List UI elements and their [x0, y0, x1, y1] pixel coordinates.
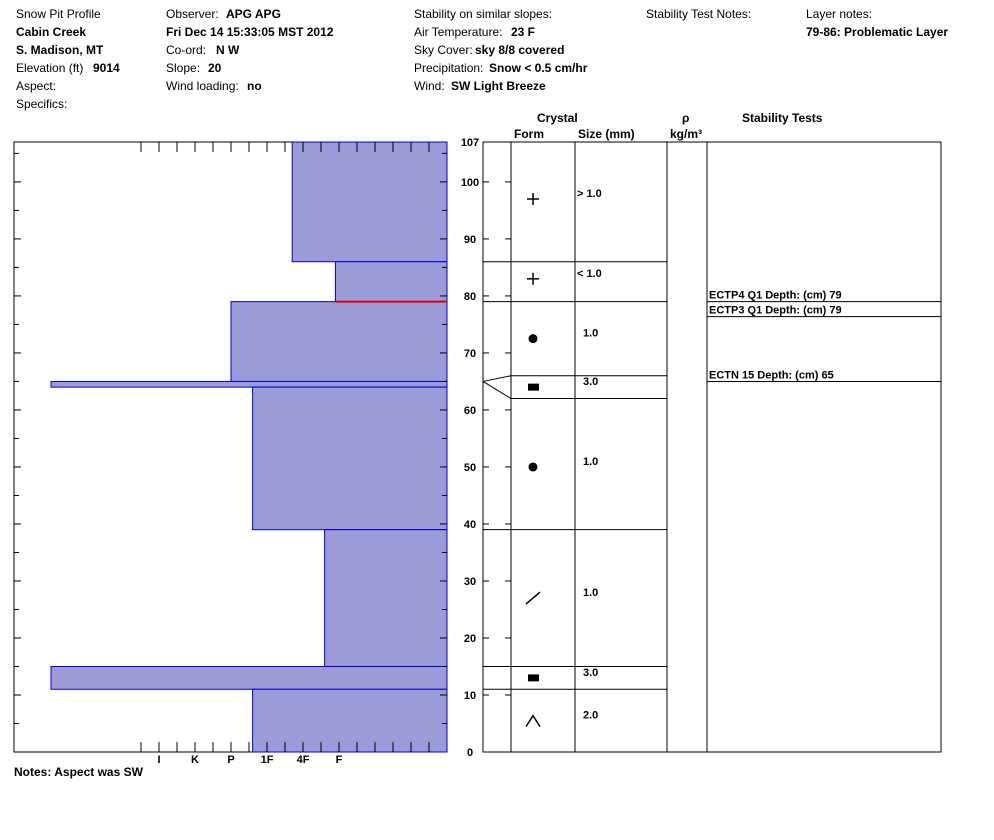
hardness-layer [252, 386, 448, 531]
precipitation-particles-icon [527, 193, 539, 206]
observer-label: Observer: [166, 7, 219, 21]
depth-label: 20 [464, 633, 476, 645]
size-header: Size (mm) [578, 127, 635, 141]
hardness-layer [291, 141, 448, 263]
air-temp-label: Air Temperature: [414, 25, 503, 39]
layer-notes-label: Layer notes: [806, 7, 873, 21]
crystal-size: < 1.0 [577, 268, 602, 280]
wind-label: Wind: [414, 79, 445, 93]
depth-label: 50 [464, 462, 476, 474]
coord-label: Co-ord: [166, 43, 207, 57]
crystal-size: 3.0 [583, 376, 598, 388]
crystal-size: 1.0 [583, 328, 598, 340]
depth-label: 10 [464, 690, 476, 702]
layer-boundary-connector [482, 381, 512, 399]
stability-tests-header: Stability Tests [742, 111, 823, 125]
air-temp-value: 23 F [511, 25, 536, 39]
precipitation-particles-icon [527, 272, 539, 285]
elevation-value: 9014 [93, 61, 120, 75]
aspect-label: Aspect: [16, 79, 57, 93]
stability-test-notes-label: Stability Test Notes: [646, 7, 752, 21]
stability-label: Stability on similar slopes: [414, 7, 553, 21]
location-name: Cabin Creek [16, 25, 87, 39]
hardness-layer [230, 301, 448, 382]
crystal-size: 2.0 [583, 710, 598, 722]
hardness-layer [50, 665, 448, 690]
rounded-grains-icon [528, 462, 538, 472]
depth-hoar-icon [525, 714, 541, 728]
hardness-profile: I K P 1F 4F F [13, 141, 448, 766]
hardness-label: F [336, 754, 343, 766]
hardness-label: K [191, 754, 199, 766]
tests-frame [706, 141, 942, 753]
depth-label: 90 [464, 234, 476, 246]
depth-label: 100 [461, 177, 479, 189]
crystal-size: > 1.0 [577, 188, 602, 200]
hardness-layer [252, 688, 448, 753]
depth-label: 70 [464, 348, 476, 360]
sky-cover-label: Sky Cover: [414, 43, 473, 57]
hardness-label: 1F [261, 754, 274, 766]
precip-value: Snow < 0.5 cm/hr [489, 61, 588, 75]
wind-loading-label: Wind loading: [166, 79, 239, 93]
stability-test-label: ECTN 15 Depth: (cm) 65 [709, 369, 834, 381]
density-unit-header: kg/m³ [670, 127, 703, 141]
rho-header: ρ [682, 111, 690, 125]
depth-label: 40 [464, 519, 476, 531]
depth-label: 0 [467, 747, 473, 759]
hardness-layer [324, 529, 448, 667]
depth-axis: 0 10 20 30 40 50 60 70 80 90 100 107 [461, 137, 479, 759]
wind-value: SW Light Breeze [451, 79, 546, 93]
depth-label: 107 [461, 137, 479, 149]
datetime: Fri Dec 14 15:33:05 MST 2012 [166, 25, 334, 39]
stability-tests-panel: ECTP4 Q1 Depth: (cm) 79 ECTP3 Q1 Depth: (… [706, 141, 942, 753]
elevation-label: Elevation (ft) [16, 61, 84, 75]
wind-loading-value: no [247, 79, 262, 93]
sky-cover-value: sky 8/8 covered [475, 43, 565, 57]
hardness-layer [50, 380, 448, 388]
hardness-label: 4F [297, 754, 310, 766]
stability-test-label: ECTP3 Q1 Depth: (cm) 79 [709, 305, 842, 317]
crystal-size: 3.0 [583, 667, 598, 679]
depth-label: 80 [464, 291, 476, 303]
hardness-layer [334, 261, 448, 303]
layer-boundary-connector [482, 375, 512, 382]
crystal-table: > 1.0 < 1.0 1.0 3.0 1.0 1.0 3.0 2.0 [482, 141, 708, 753]
hardness-label: P [227, 754, 234, 766]
depth-label: 30 [464, 576, 476, 588]
form-header: Form [514, 127, 544, 141]
coord-value: N W [216, 43, 240, 57]
decomposing-fragments-icon [525, 591, 541, 605]
region-name: S. Madison, MT [16, 43, 104, 57]
hardness-label: I [157, 754, 160, 766]
depth-label: 60 [464, 405, 476, 417]
rounded-grains-icon [528, 334, 538, 344]
crystal-header: Crystal [537, 111, 578, 125]
crystal-size: 1.0 [583, 456, 598, 468]
faceted-crystals-icon [528, 383, 539, 391]
observer-value: APG APG [226, 7, 281, 21]
stability-test-label: ECTP4 Q1 Depth: (cm) 79 [709, 290, 842, 302]
profile-notes: Notes: Aspect was SW [14, 765, 143, 779]
crystal-size: 1.0 [583, 587, 598, 599]
layer-notes-value: 79-86: Problematic Layer [806, 25, 949, 39]
slope-label: Slope: [166, 61, 201, 75]
slope-value: 20 [208, 61, 222, 75]
specifics-label: Specifics: [16, 97, 68, 111]
crystal-frame [482, 141, 708, 753]
faceted-crystals-icon [528, 674, 539, 682]
profile-title: Snow Pit Profile [16, 7, 101, 21]
precip-label: Precipitation: [414, 61, 484, 75]
